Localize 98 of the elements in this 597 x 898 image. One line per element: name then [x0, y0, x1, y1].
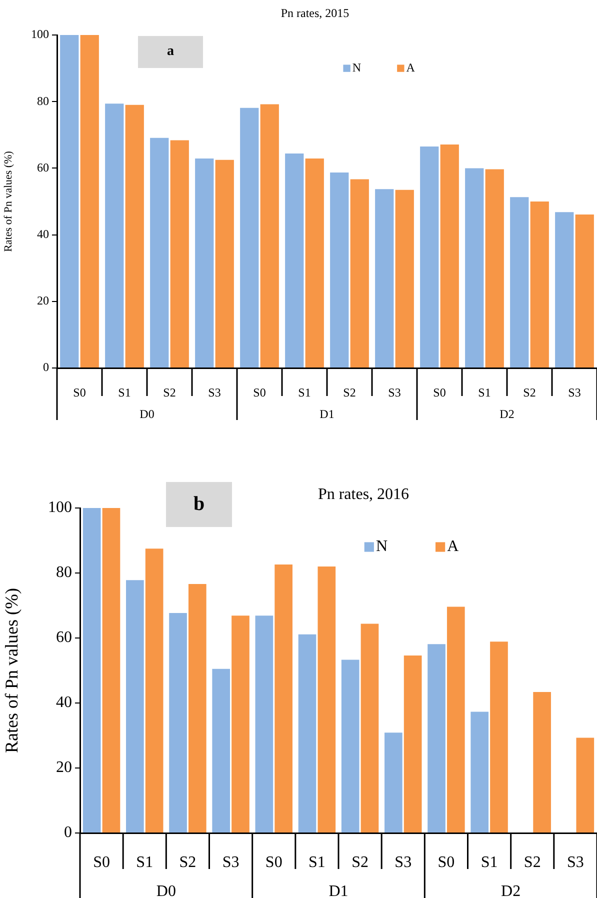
text: D2 [500, 407, 514, 422]
x-tick-label: S0 [93, 854, 110, 871]
bar [195, 158, 214, 368]
bar [298, 634, 316, 832]
text: D1 [328, 883, 348, 898]
bar [555, 212, 574, 368]
bar [360, 624, 379, 832]
y-tick-label: 60 [37, 160, 49, 174]
bar [576, 738, 594, 832]
x-tick-label: S1 [308, 854, 326, 871]
y-tick-label: 80 [37, 94, 49, 108]
x-tick-label: S0 [73, 385, 86, 400]
x-tick-label: S1 [136, 854, 154, 871]
bar [215, 160, 234, 368]
x-tick-label: S3 [568, 385, 581, 400]
bar [440, 144, 459, 368]
bar [285, 154, 304, 368]
chart-title: Pn rates, 2015 [280, 6, 350, 20]
text: D0 [156, 883, 176, 898]
bar [485, 169, 504, 368]
legend-label: A [406, 60, 416, 74]
x-tick-label: S1 [298, 385, 311, 400]
bar [126, 580, 144, 832]
x-tick-label: S2 [179, 854, 196, 871]
bar [82, 508, 101, 832]
bar [575, 214, 594, 368]
bar [240, 108, 259, 368]
bar [274, 564, 292, 832]
bar [404, 656, 422, 832]
panel-label-box: a [138, 36, 203, 68]
bar [318, 566, 336, 832]
legend-label: N [352, 60, 362, 74]
text: D2 [501, 883, 521, 898]
x-tick-label: S0 [433, 385, 446, 400]
x-tick-label: S3 [567, 854, 584, 871]
y-tick-label: 100 [48, 499, 72, 516]
x-tick-label: S2 [352, 854, 368, 871]
bar [170, 140, 189, 368]
bar [350, 179, 369, 368]
bar [255, 616, 274, 832]
x-tick-label: S2 [523, 385, 536, 400]
x-tick-label: S1 [478, 385, 491, 400]
y-tick-label: 0 [64, 824, 72, 842]
y-axis-title: Rates of Pn values (%) [2, 150, 14, 252]
x-tick-label: S2 [524, 854, 541, 871]
bar [150, 138, 169, 368]
x-tick-label: S3 [208, 385, 221, 400]
bar [470, 712, 489, 832]
bar [341, 660, 360, 832]
text: D0 [140, 407, 154, 422]
x-tick-label: S2 [343, 385, 356, 400]
bar [395, 190, 414, 368]
bar [420, 146, 439, 368]
chart-title: Pn rates, 2016 [318, 486, 410, 504]
y-tick-label: 0 [43, 360, 49, 374]
y-tick-label: 40 [37, 226, 49, 241]
y-tick-label: 20 [37, 294, 49, 308]
bar [465, 168, 484, 368]
bar [102, 508, 120, 832]
bar [533, 692, 551, 832]
text: D1 [320, 407, 334, 422]
bar [330, 172, 349, 368]
x-tick-label: S0 [253, 385, 266, 400]
bar [125, 104, 144, 368]
bar [490, 642, 508, 832]
bar [188, 584, 206, 832]
legend-label: A [447, 538, 460, 556]
panel-label-box: b [166, 482, 232, 527]
x-tick-label: S0 [265, 854, 282, 871]
x-tick-label: S3 [394, 854, 412, 871]
y-tick-label: 20 [56, 759, 72, 776]
bar [60, 35, 79, 368]
y-tick-label: 60 [56, 629, 72, 646]
bar [212, 668, 230, 832]
y-tick-label: 40 [56, 694, 72, 712]
bar [530, 202, 549, 368]
bar [428, 644, 446, 832]
y-tick-label: 100 [31, 27, 49, 42]
y-tick-label: 80 [56, 564, 72, 582]
bar [232, 616, 250, 832]
x-tick-label: S2 [163, 385, 176, 400]
bar [384, 732, 402, 832]
bar [305, 158, 324, 368]
bar [446, 606, 465, 832]
x-tick-label: S1 [480, 854, 498, 871]
bar [510, 197, 529, 368]
x-tick-label: S3 [388, 385, 401, 400]
x-tick-label: S0 [438, 854, 455, 871]
bar [105, 104, 124, 368]
bar [80, 35, 99, 368]
x-tick-label: S3 [222, 854, 240, 871]
bar [169, 612, 187, 832]
bar [145, 548, 164, 832]
bar [260, 104, 279, 368]
bar [375, 189, 394, 368]
x-tick-label: S1 [118, 385, 131, 400]
y-axis-title: Rates of Pn values (%) [2, 588, 22, 753]
legend-label: N [376, 538, 388, 556]
